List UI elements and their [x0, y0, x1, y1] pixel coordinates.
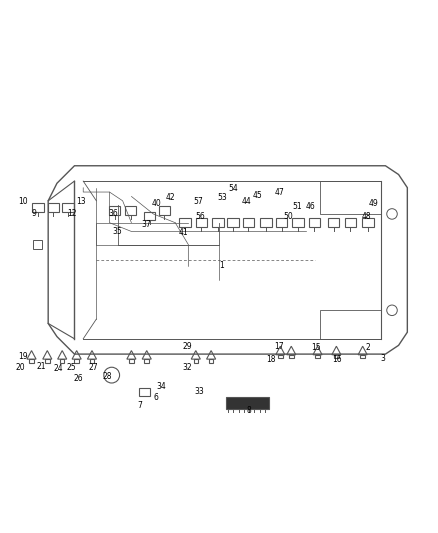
- Text: 27: 27: [89, 363, 99, 372]
- Text: 34: 34: [156, 383, 166, 391]
- Text: 40: 40: [152, 199, 162, 208]
- Text: 42: 42: [166, 193, 175, 202]
- Text: 37: 37: [141, 220, 151, 229]
- Text: 49: 49: [368, 199, 378, 208]
- Text: 46: 46: [305, 201, 315, 211]
- Text: 57: 57: [194, 197, 203, 206]
- Text: 17: 17: [275, 342, 284, 351]
- Text: 9: 9: [32, 208, 37, 217]
- Text: 10: 10: [18, 197, 28, 206]
- Text: 45: 45: [253, 191, 262, 200]
- Text: 2: 2: [366, 343, 370, 352]
- Text: 7: 7: [137, 401, 142, 410]
- Text: 18: 18: [266, 355, 276, 364]
- FancyBboxPatch shape: [226, 397, 269, 409]
- Text: 1: 1: [219, 261, 223, 270]
- Text: 48: 48: [362, 212, 371, 221]
- Text: 36: 36: [108, 208, 118, 217]
- Text: 29: 29: [183, 342, 192, 351]
- Text: 32: 32: [183, 363, 192, 372]
- Text: 16: 16: [332, 355, 342, 364]
- Text: 20: 20: [15, 363, 25, 372]
- Text: 25: 25: [66, 363, 76, 372]
- Text: 24: 24: [54, 364, 64, 373]
- Text: 13: 13: [76, 197, 85, 206]
- Text: 26: 26: [73, 374, 83, 383]
- Text: 35: 35: [113, 227, 122, 236]
- Text: 19: 19: [18, 352, 28, 361]
- Text: 3: 3: [381, 354, 386, 363]
- Text: 50: 50: [283, 212, 293, 221]
- Text: 28: 28: [103, 373, 113, 382]
- Text: 41: 41: [178, 228, 188, 237]
- Text: 54: 54: [229, 184, 238, 193]
- Text: 53: 53: [218, 193, 227, 202]
- Text: 6: 6: [153, 393, 158, 402]
- Text: 8: 8: [247, 406, 251, 415]
- Text: 21: 21: [36, 362, 46, 371]
- Text: 56: 56: [196, 212, 205, 221]
- Text: 51: 51: [292, 201, 302, 211]
- Text: 12: 12: [67, 208, 77, 217]
- Text: 33: 33: [194, 387, 204, 396]
- Text: 15: 15: [311, 343, 321, 352]
- Text: 44: 44: [241, 197, 251, 206]
- Text: 47: 47: [275, 189, 284, 197]
